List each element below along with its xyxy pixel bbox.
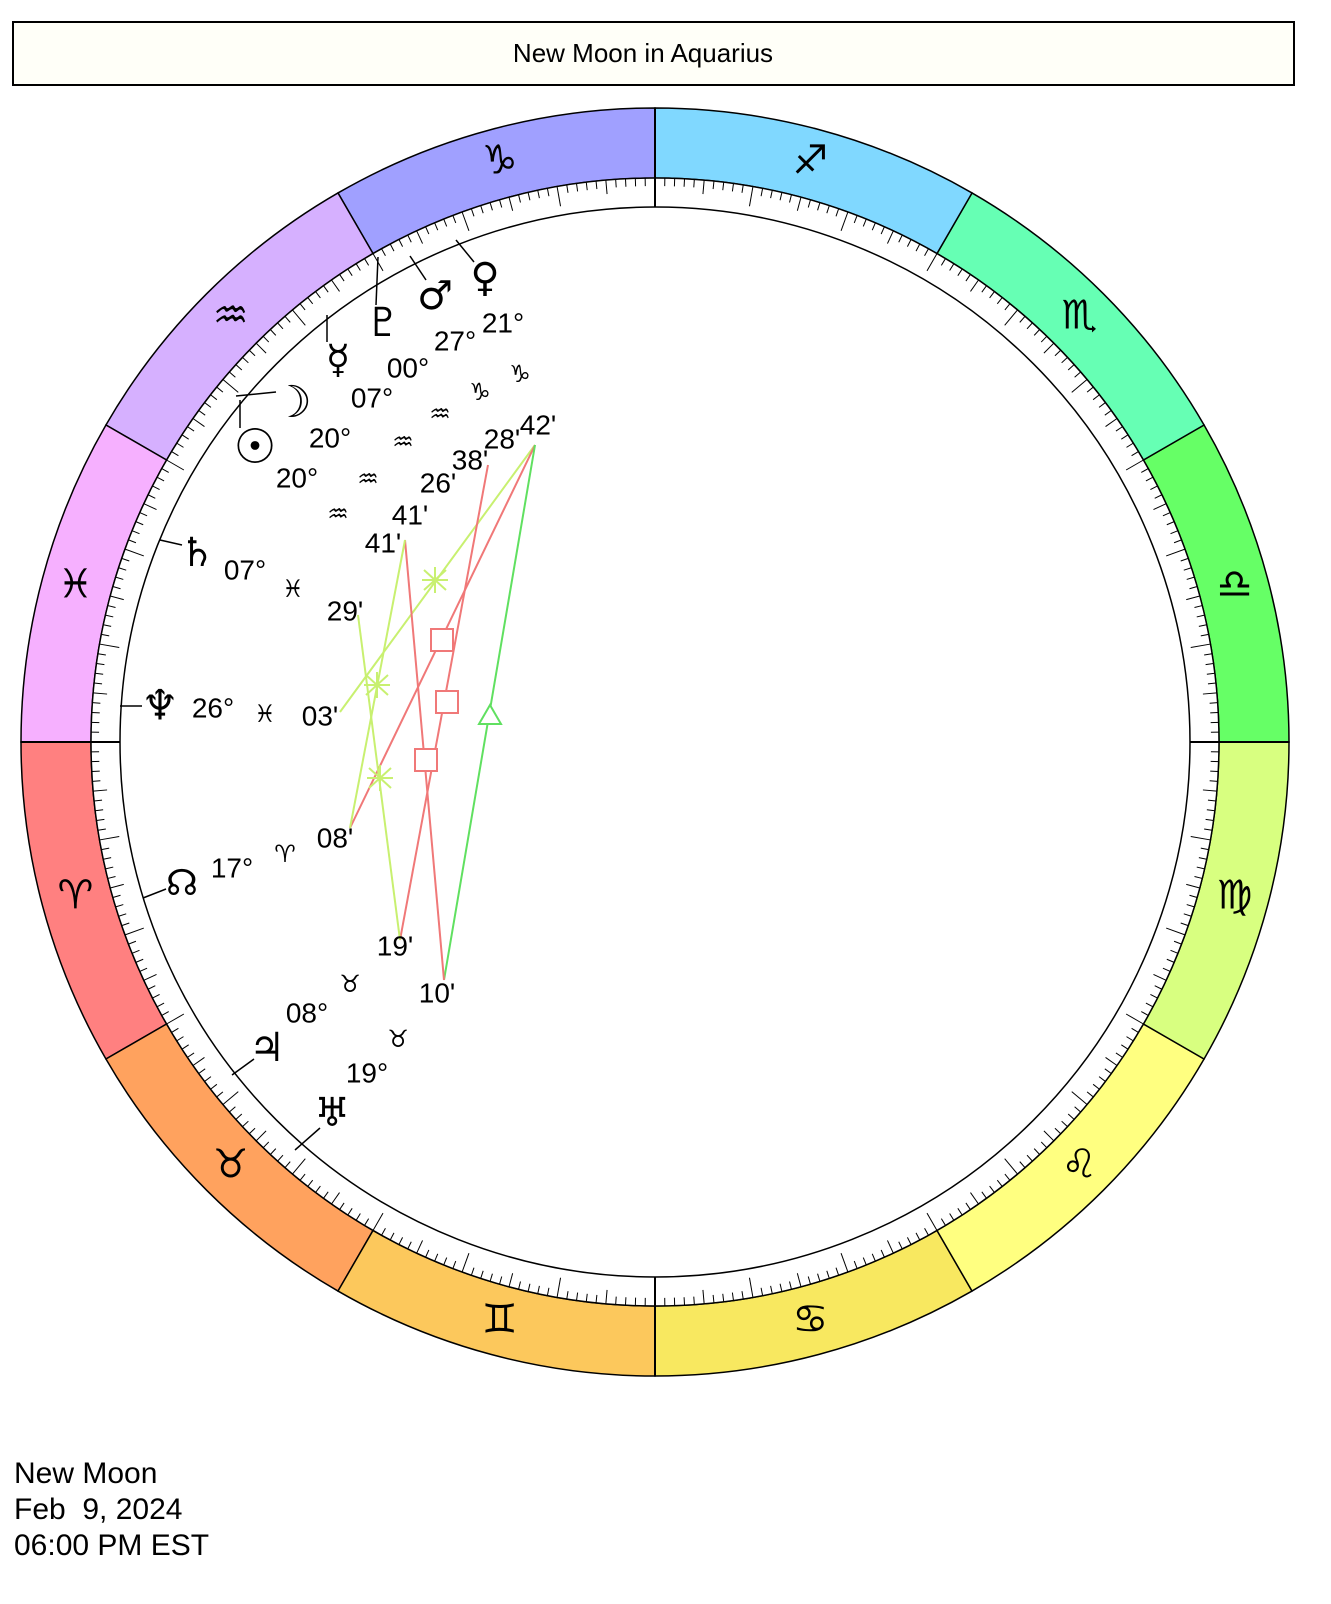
planet-degree: 21°	[482, 307, 524, 338]
planet-degree: 08°	[286, 997, 328, 1028]
planet-degree: 20°	[309, 422, 351, 453]
planet-glyph: ☿	[326, 337, 351, 383]
planet-sign: ♒	[327, 500, 349, 528]
footer-line: 06:00 PM EST	[14, 1529, 209, 1562]
sign-glyph: ♌	[1061, 1141, 1097, 1187]
planet-minute: 10'	[419, 977, 456, 1008]
planet-minute: 41'	[392, 499, 429, 530]
footer-line: Feb 9, 2024	[14, 1493, 182, 1526]
degree-tick	[616, 1297, 617, 1305]
planet-sign: ♒	[429, 400, 451, 428]
sign-glyph: ♐	[792, 137, 828, 183]
planet-minute: 28'	[484, 423, 521, 454]
planet-sign: ♓	[282, 575, 304, 603]
sextile-symbol	[422, 567, 448, 593]
degree-tick	[92, 703, 100, 704]
planet-minute: 03'	[302, 700, 339, 731]
sign-glyph: ♉	[213, 1141, 249, 1187]
sextile-symbol	[364, 672, 390, 698]
square-symbol	[431, 629, 453, 651]
planet-sign: ♉	[387, 1025, 409, 1053]
footer-line: New Moon	[14, 1457, 157, 1490]
sign-glyph: ♒	[213, 293, 249, 339]
planet-glyph: ♅	[314, 1090, 350, 1136]
planet-minute: 41'	[365, 527, 402, 558]
degree-tick	[694, 179, 695, 187]
square-symbol	[436, 691, 458, 713]
planet-glyph: ♄	[179, 530, 215, 576]
degree-tick	[1210, 703, 1218, 704]
planet-degree: 20°	[276, 462, 318, 493]
planet-degree: 26°	[192, 692, 234, 723]
planet-glyph: ♇	[365, 300, 401, 346]
planet-degree: 27°	[434, 325, 476, 356]
planet-degree: 00°	[387, 352, 429, 383]
planet-sign: ♉	[339, 970, 361, 998]
planet-sign: ♒	[357, 465, 379, 493]
planet-degree: 19°	[346, 1057, 388, 1088]
planet-minute: 42'	[520, 409, 557, 440]
planet-minute: 29'	[327, 595, 364, 626]
sign-glyph: ♍	[1217, 872, 1253, 918]
planet-sign: ♈	[274, 840, 296, 868]
planet-sign: ♒	[392, 428, 414, 456]
planet-sign: ♓	[254, 700, 276, 728]
inner-circle	[120, 207, 1190, 1277]
zodiac-ring: ♈ ♉ ♊ ♋ ♌ ♍ ♎ ♏ ♐ ♑ ♒ ♓	[21, 108, 1289, 1376]
planet-degree: 07°	[224, 554, 266, 585]
square-symbol	[415, 749, 437, 771]
planet-glyph: ♂	[417, 273, 453, 319]
degree-tick	[694, 1297, 695, 1305]
sign-glyph: ♓	[58, 562, 94, 608]
planet-minute: 08'	[317, 822, 354, 853]
sign-glyph: ♎	[1217, 562, 1253, 608]
sextile-symbol	[367, 765, 393, 791]
sign-glyph: ♋	[792, 1297, 828, 1343]
degree-tick	[92, 781, 100, 782]
planet-glyph: ♆	[141, 681, 179, 730]
planet-glyph: ☉	[233, 419, 276, 475]
degree-tick	[1210, 781, 1218, 782]
planet-glyph: ☊	[166, 863, 198, 904]
planet-glyph: ☽	[272, 377, 311, 428]
sign-glyph: ♈	[58, 872, 94, 918]
sign-glyph: ♏	[1061, 293, 1097, 339]
title: New Moon in Aquarius	[513, 38, 773, 68]
planet-glyph: ♃	[249, 1025, 285, 1071]
planet-degree: 17°	[211, 852, 253, 883]
planet-sign: ♑	[469, 378, 491, 406]
degree-tick	[616, 179, 617, 187]
sign-glyph: ♊	[482, 1297, 518, 1343]
sign-glyph: ♑	[482, 137, 518, 183]
planet-minute: 19'	[377, 930, 414, 961]
planet-sign: ♑	[509, 360, 531, 388]
planet-glyph: ♀	[470, 255, 499, 301]
planet-degree: 07°	[351, 382, 393, 413]
